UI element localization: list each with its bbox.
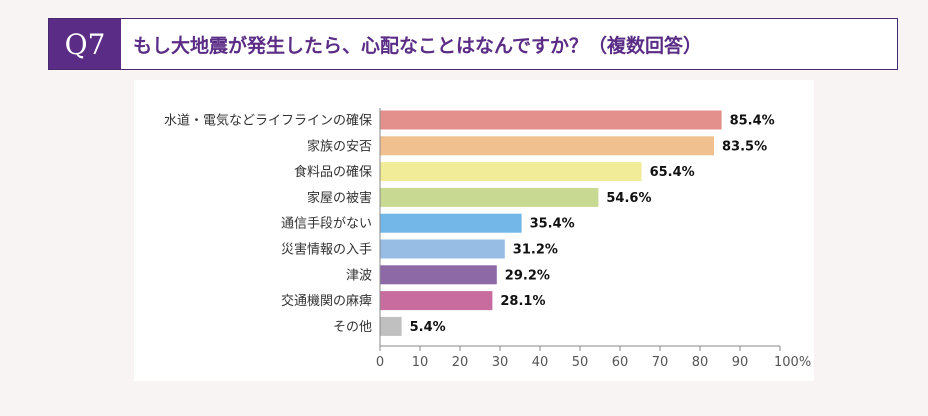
question-number-badge: Q7 — [49, 19, 121, 69]
value-label: 29.2% — [505, 268, 550, 283]
bar-chart: 水道・電気などライフラインの確保 85.4% 家族の安否 83.5% 食料品の確保 65.… — [164, 108, 811, 370]
category-label: 通信手段がない — [281, 217, 372, 232]
bar-8 — [380, 291, 493, 311]
x-tick-label: 10 — [412, 355, 429, 370]
category-label: 交通機関の麻痺 — [281, 293, 372, 309]
category-label: 水道・電気などライフラインの確保 — [164, 113, 372, 129]
x-tick-label: 50 — [572, 355, 589, 370]
bar-4 — [380, 187, 599, 207]
x-tick-label: 0 — [376, 355, 384, 370]
bar-9 — [380, 316, 402, 336]
category-label: 災害情報の入手 — [281, 242, 372, 258]
question-header: Q7 もし大地震が発生したら、心配なことはなんですか？（複数回答） — [48, 18, 898, 70]
value-label: 54.6% — [606, 191, 651, 206]
bar-2 — [380, 136, 714, 156]
bar-3 — [380, 162, 642, 182]
value-label: 35.4% — [530, 217, 575, 232]
value-label: 5.4% — [410, 320, 446, 335]
value-label: 83.5% — [722, 139, 767, 154]
x-tick-label: 80 — [692, 355, 709, 370]
value-label: 85.4% — [730, 114, 775, 129]
question-text: もし大地震が発生したら、心配なことはなんですか？（複数回答） — [133, 34, 703, 57]
value-label: 28.1% — [500, 294, 545, 309]
x-tick-label: 30 — [492, 355, 509, 370]
x-tick-label: 60 — [612, 355, 629, 370]
category-label: 家屋の被害 — [307, 190, 372, 206]
x-tick-label: 20 — [452, 355, 469, 370]
x-tick-label: 100% — [774, 355, 811, 370]
bar-5 — [380, 213, 522, 233]
value-label: 65.4% — [650, 165, 695, 180]
chart-panel: 水道・電気などライフラインの確保 85.4% 家族の安否 83.5% 食料品の確保 65.… — [134, 80, 814, 381]
bar-1 — [380, 110, 722, 130]
x-tick-label: 40 — [532, 355, 549, 370]
category-label: その他 — [333, 320, 372, 335]
x-tick-label: 90 — [732, 355, 749, 370]
bar-6 — [380, 239, 505, 259]
x-tick-label: 70 — [652, 355, 669, 370]
category-label: 家族の安否 — [307, 138, 372, 154]
bar-7 — [380, 265, 497, 285]
value-label: 31.2% — [513, 243, 558, 258]
category-label: 食料品の確保 — [294, 164, 372, 180]
category-label: 津波 — [346, 268, 372, 283]
